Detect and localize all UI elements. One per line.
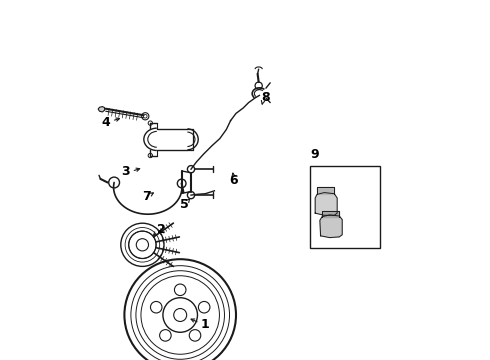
Text: 9: 9 [310, 148, 319, 161]
Polygon shape [320, 215, 342, 238]
Text: 7: 7 [142, 190, 150, 203]
Text: 5: 5 [180, 198, 189, 211]
Text: 8: 8 [261, 91, 270, 104]
Text: 1: 1 [201, 318, 210, 331]
Polygon shape [317, 187, 334, 194]
Text: 6: 6 [229, 174, 238, 187]
Bar [310, 166, 380, 248]
Polygon shape [98, 107, 104, 112]
Text: 4: 4 [101, 116, 110, 129]
Polygon shape [322, 211, 339, 217]
Text: 2: 2 [157, 223, 166, 236]
Polygon shape [315, 193, 337, 215]
Text: 3: 3 [121, 165, 130, 178]
